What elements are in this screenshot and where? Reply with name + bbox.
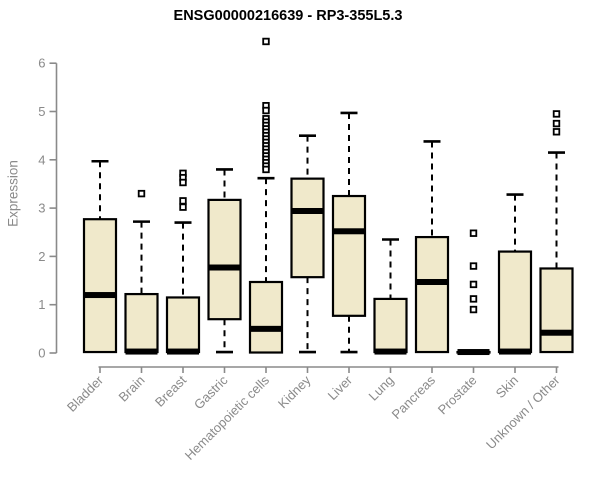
y-tick-label: 1 xyxy=(38,297,45,312)
y-tick-label: 3 xyxy=(38,201,45,216)
median-line xyxy=(250,325,282,332)
box-skin xyxy=(497,250,533,354)
box-lung xyxy=(373,297,408,354)
outlier-point xyxy=(469,305,478,314)
x-tick-label: Gastric xyxy=(191,372,231,412)
median-line xyxy=(84,292,116,299)
box-hematopoietic-cells xyxy=(248,280,284,354)
box-brain xyxy=(124,292,159,354)
box-breast xyxy=(165,296,201,354)
outlier-point xyxy=(179,178,187,187)
box-bladder xyxy=(82,218,118,354)
x-tick-label: Skin xyxy=(493,373,521,401)
x-tick-label: Pancreas xyxy=(389,372,439,422)
y-tick-label: 5 xyxy=(38,104,45,119)
outlier-point xyxy=(469,262,478,270)
x-tick-label: Prostate xyxy=(435,373,480,418)
outlier-point xyxy=(552,128,561,136)
outlier-point xyxy=(179,197,187,205)
median-line xyxy=(291,207,324,214)
outlier-point xyxy=(469,229,478,237)
median-line xyxy=(125,348,158,355)
box-unknown-other xyxy=(539,267,574,354)
x-tick-label: Lung xyxy=(366,373,397,404)
box-kidney xyxy=(290,177,325,279)
outlier-point xyxy=(552,110,561,118)
median-line xyxy=(374,348,407,355)
x-tick-label: Liver xyxy=(325,372,356,403)
median-line xyxy=(167,348,199,355)
chart-title: ENSG00000216639 - RP3-355L5.3 xyxy=(173,8,403,24)
outlier-point xyxy=(552,119,561,128)
outlier-point xyxy=(262,106,270,115)
median-line xyxy=(457,349,490,356)
y-tick-label: 6 xyxy=(38,56,45,71)
y-tick-label: 2 xyxy=(38,249,45,264)
outlier-point xyxy=(469,295,478,303)
x-tick-label: Kidney xyxy=(275,372,314,411)
box-gastric xyxy=(207,198,242,321)
x-tick-label: Unknown / Other xyxy=(483,372,563,452)
outlier-point xyxy=(469,280,478,289)
median-line xyxy=(540,329,573,336)
outlier-point xyxy=(179,203,187,211)
y-tick-label: 4 xyxy=(38,152,45,167)
box-pancreas xyxy=(414,235,450,354)
median-line xyxy=(499,348,531,355)
box-liver xyxy=(331,194,367,317)
median-line xyxy=(416,278,448,285)
outlier-point xyxy=(137,189,146,198)
y-tick-label: 0 xyxy=(38,346,45,361)
median-line xyxy=(333,228,365,235)
median-line xyxy=(208,264,241,271)
outlier-point xyxy=(262,165,270,174)
x-tick-label: Breast xyxy=(152,372,189,409)
outlier-point xyxy=(262,37,270,46)
x-tick-label: Bladder xyxy=(64,372,107,415)
x-tick-label: Brain xyxy=(116,373,148,405)
